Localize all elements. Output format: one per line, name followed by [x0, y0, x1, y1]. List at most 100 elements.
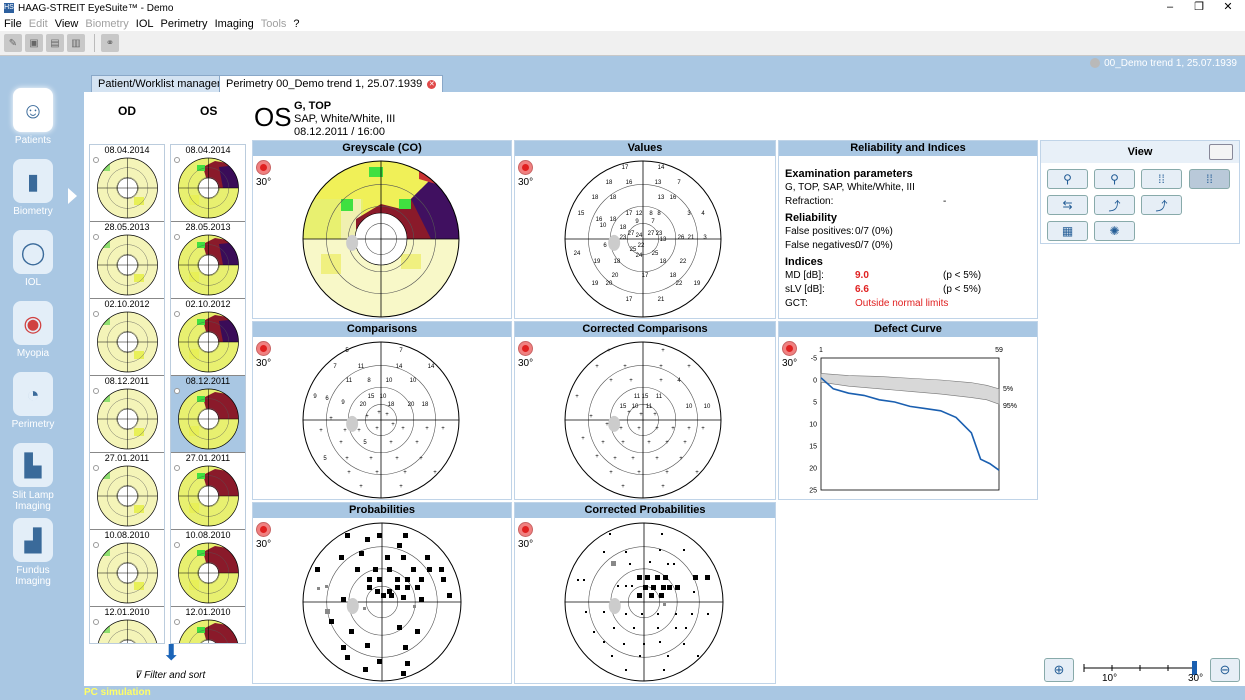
- probability-mark: [593, 631, 595, 633]
- zoom-in-icon[interactable]: ⊕: [1044, 658, 1074, 682]
- history-item[interactable]: 12.01.2010: [171, 607, 245, 643]
- probability-mark: [629, 563, 631, 565]
- tab-perimetry[interactable]: Perimetry 00_Demo trend 1, 25.07.1939 ✕: [219, 75, 444, 93]
- menu-edit[interactable]: Edit: [28, 17, 48, 30]
- save-icon[interactable]: ▣: [25, 34, 43, 52]
- history-radio[interactable]: [93, 542, 99, 548]
- grid-view-icon[interactable]: ⁞⁞: [1141, 169, 1182, 189]
- history-item[interactable]: 10.08.2010: [90, 530, 164, 607]
- history-item[interactable]: 08.04.2014: [90, 145, 164, 222]
- grid-2-icon[interactable]: ▦: [1047, 221, 1088, 241]
- history-radio[interactable]: [174, 542, 180, 548]
- history-radio[interactable]: [93, 157, 99, 163]
- open-icon[interactable]: ✎: [4, 34, 22, 52]
- compare-icon[interactable]: ⇆: [1047, 195, 1088, 215]
- trend-analysis-icon[interactable]: ⤴: [1141, 195, 1182, 215]
- y-tick-label: 25: [809, 488, 817, 495]
- history-radio[interactable]: [93, 311, 99, 317]
- title-bar: HS HAAG-STREIT EyeSuite™ - Demo – ❐ ✕: [0, 0, 1245, 16]
- history-radio[interactable]: [93, 619, 99, 625]
- print-icon[interactable]: ▤: [46, 34, 64, 52]
- history-radio[interactable]: [174, 234, 180, 240]
- menu-tools[interactable]: Tools: [260, 17, 287, 30]
- nav-iol[interactable]: ◯ IOL: [0, 230, 66, 288]
- single-exam-icon[interactable]: ⚲: [1047, 169, 1088, 189]
- history-item[interactable]: 27.01.2011: [171, 453, 245, 530]
- trend-icon[interactable]: ⤴: [1094, 195, 1135, 215]
- nav-label: Fundus Imaging: [15, 565, 51, 587]
- menu-view[interactable]: View: [54, 17, 79, 30]
- nav-biometry[interactable]: ▮ Biometry: [0, 159, 66, 217]
- history-item[interactable]: 08.12.2011: [90, 376, 164, 453]
- nav-fundus[interactable]: ▟ Fundus Imaging: [0, 518, 66, 587]
- history-item[interactable]: 08.04.2014: [171, 145, 245, 222]
- probability-mark: [345, 655, 350, 660]
- zoom-thumb[interactable]: [1192, 661, 1197, 675]
- network-icon[interactable]: ⚭: [101, 34, 119, 52]
- menu-imaging[interactable]: Imaging: [214, 17, 254, 30]
- history-radio[interactable]: [93, 388, 99, 394]
- dot-grid-icon[interactable]: ⁞⁞: [1189, 169, 1230, 189]
- menu-iol[interactable]: IOL: [135, 17, 154, 30]
- record-icon[interactable]: [782, 341, 797, 356]
- probability-mark: [389, 593, 394, 598]
- restore-button[interactable]: ❐: [1194, 1, 1204, 13]
- mini-field: [97, 619, 158, 643]
- history-item[interactable]: 08.12.2011: [171, 376, 245, 453]
- y-tick-label: -5: [811, 356, 817, 363]
- view-settings-button[interactable]: [1209, 144, 1233, 160]
- history-item[interactable]: 28.05.2013: [90, 222, 164, 299]
- nav-slit-lamp[interactable]: ▙ Slit Lamp Imaging: [0, 443, 66, 512]
- tab-close-icon[interactable]: ✕: [427, 79, 437, 89]
- field-value: 4: [701, 211, 705, 217]
- delete-icon[interactable]: ▥: [67, 34, 85, 52]
- nav-myopia[interactable]: ◉ Myopia: [0, 301, 66, 359]
- filter-and-sort[interactable]: ⊽ Filter and sort: [134, 670, 205, 681]
- history-item[interactable]: 10.08.2010: [171, 530, 245, 607]
- history-item[interactable]: 28.05.2013: [171, 222, 245, 299]
- probability-mark: [401, 671, 406, 676]
- scroll-down-arrow-icon[interactable]: ⬇: [162, 640, 181, 665]
- field-value: +: [687, 426, 691, 432]
- history-item[interactable]: 02.10.2012: [90, 299, 164, 376]
- minimize-button[interactable]: –: [1166, 1, 1174, 13]
- record-icon[interactable]: [256, 522, 271, 537]
- close-button[interactable]: ✕: [1223, 1, 1233, 13]
- menu-perimetry[interactable]: Perimetry: [160, 17, 208, 30]
- nav-perimetry[interactable]: ◔ Perimetry: [0, 372, 66, 430]
- field-value: +: [595, 454, 599, 460]
- bulb-icon[interactable]: ✺: [1094, 221, 1135, 241]
- history-item[interactable]: 27.01.2011: [90, 453, 164, 530]
- history-item[interactable]: 02.10.2012: [171, 299, 245, 376]
- record-icon[interactable]: [518, 522, 533, 537]
- tab-bar: Patient/Worklist management Perimetry 00…: [88, 74, 1245, 93]
- zoom-slider[interactable]: [1080, 660, 1200, 686]
- zoom-out-icon[interactable]: ⊖: [1210, 658, 1240, 682]
- field-value: +: [339, 440, 343, 446]
- blind-spot: [346, 415, 359, 432]
- record-icon[interactable]: [518, 341, 533, 356]
- history-date: 27.01.2011: [185, 453, 231, 463]
- mini-field: [178, 157, 239, 219]
- history-item[interactable]: 12.01.2010: [90, 607, 164, 643]
- history-radio[interactable]: [174, 388, 180, 394]
- history-radio[interactable]: [93, 234, 99, 240]
- menu-file[interactable]: File: [4, 17, 22, 30]
- field-value: 7: [651, 219, 655, 225]
- history-radio[interactable]: [93, 465, 99, 471]
- nav-collapse-arrow-icon[interactable]: [68, 188, 77, 204]
- record-icon[interactable]: [518, 160, 533, 175]
- mini-field-wrap: [175, 465, 242, 527]
- history-radio[interactable]: [174, 619, 180, 625]
- record-icon[interactable]: [256, 160, 271, 175]
- nav-patients[interactable]: ☺ Patients: [0, 88, 66, 146]
- menu-biometry[interactable]: Biometry: [85, 17, 129, 30]
- history-radio[interactable]: [174, 157, 180, 163]
- menu-help[interactable]: ?: [293, 17, 300, 30]
- tab-worklist[interactable]: Patient/Worklist management: [91, 75, 249, 93]
- probability-mark: [317, 587, 320, 590]
- history-radio[interactable]: [174, 311, 180, 317]
- record-icon[interactable]: [256, 341, 271, 356]
- history-radio[interactable]: [174, 465, 180, 471]
- two-exam-icon[interactable]: ⚲: [1094, 169, 1135, 189]
